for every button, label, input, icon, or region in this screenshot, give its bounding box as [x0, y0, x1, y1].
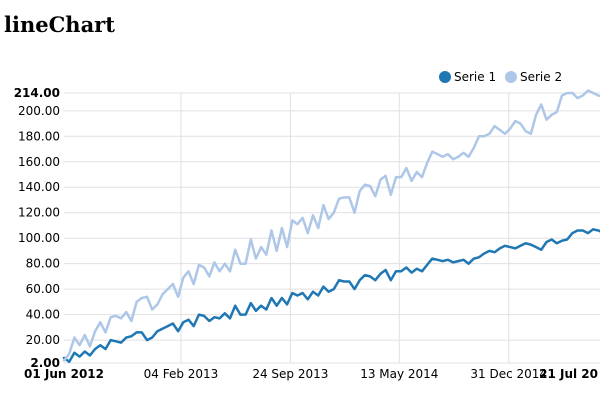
series-line-1 — [62, 228, 600, 363]
y-tick-label: 160.00 — [18, 155, 60, 169]
page-title: lineChart — [4, 12, 115, 37]
series-line-2 — [62, 89, 600, 362]
axis-layer: 2.00 20.00 40.00 60.00 80.00 100.00 120.00 140.… — [14, 86, 598, 381]
y-tick-label: 214.00 — [14, 86, 60, 100]
x-tick-label: 01 Jun 2012 — [24, 367, 104, 381]
x-tick-label: 31 Dec 2014 — [470, 367, 547, 381]
x-tick-label: 21 Jul 20 — [539, 367, 598, 381]
y-tick-label: 140.00 — [18, 180, 60, 194]
legend: Serie 1 Serie 2 — [439, 70, 562, 84]
x-tick-label: 13 May 2014 — [360, 367, 438, 381]
legend-label-1[interactable]: Serie 1 — [454, 70, 496, 84]
legend-marker-1[interactable] — [439, 71, 451, 83]
y-tick-label: 20.00 — [26, 333, 60, 347]
line-layer — [62, 89, 600, 363]
y-tick-label: 180.00 — [18, 129, 60, 143]
y-tick-label: 200.00 — [18, 104, 60, 118]
x-tick-label: 04 Feb 2013 — [144, 367, 219, 381]
legend-marker-2[interactable] — [505, 71, 517, 83]
y-tick-label: 80.00 — [26, 257, 60, 271]
x-tick-label: 24 Sep 2013 — [252, 367, 328, 381]
y-tick-label: 60.00 — [26, 282, 60, 296]
grid-layer — [64, 92, 600, 364]
y-tick-label: 100.00 — [18, 231, 60, 245]
y-tick-label: 2.00 — [30, 356, 60, 370]
y-tick-label: 120.00 — [18, 206, 60, 220]
legend-label-2[interactable]: Serie 2 — [520, 70, 562, 84]
y-tick-label: 40.00 — [26, 308, 60, 322]
